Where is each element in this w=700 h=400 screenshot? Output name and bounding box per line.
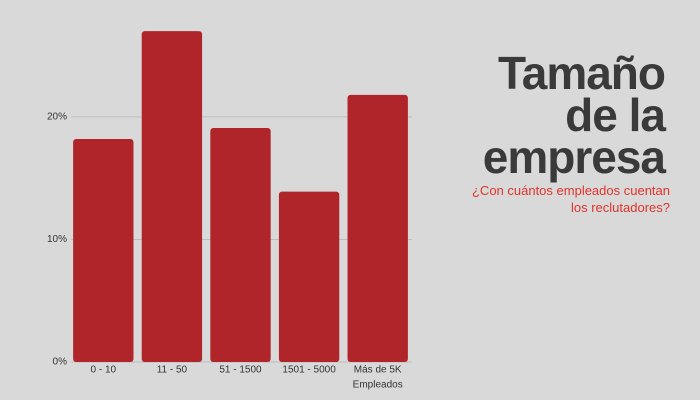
bar [210, 127, 271, 363]
chart-title: Tamaño de la empresa [482, 47, 666, 183]
y-tick-label: 20% [47, 112, 67, 123]
x-axis-label: Empleados [353, 380, 403, 391]
x-tick-label: 11 - 50 [157, 365, 188, 376]
bar [347, 94, 408, 363]
chart-subtitle: ¿Con cuántos empleados cuentan los reclu… [471, 183, 670, 215]
y-tick-label: 10% [47, 234, 67, 245]
x-tick-label: 51 - 1500 [219, 365, 262, 376]
x-tick-label: Más de 5K [354, 365, 402, 376]
bar [278, 191, 340, 362]
x-tick-label: 1501 - 5000 [282, 365, 336, 376]
bar [141, 31, 203, 363]
bar [73, 138, 134, 362]
x-tick-label: 0 - 10 [91, 365, 117, 376]
y-tick-label: 0% [53, 357, 68, 368]
